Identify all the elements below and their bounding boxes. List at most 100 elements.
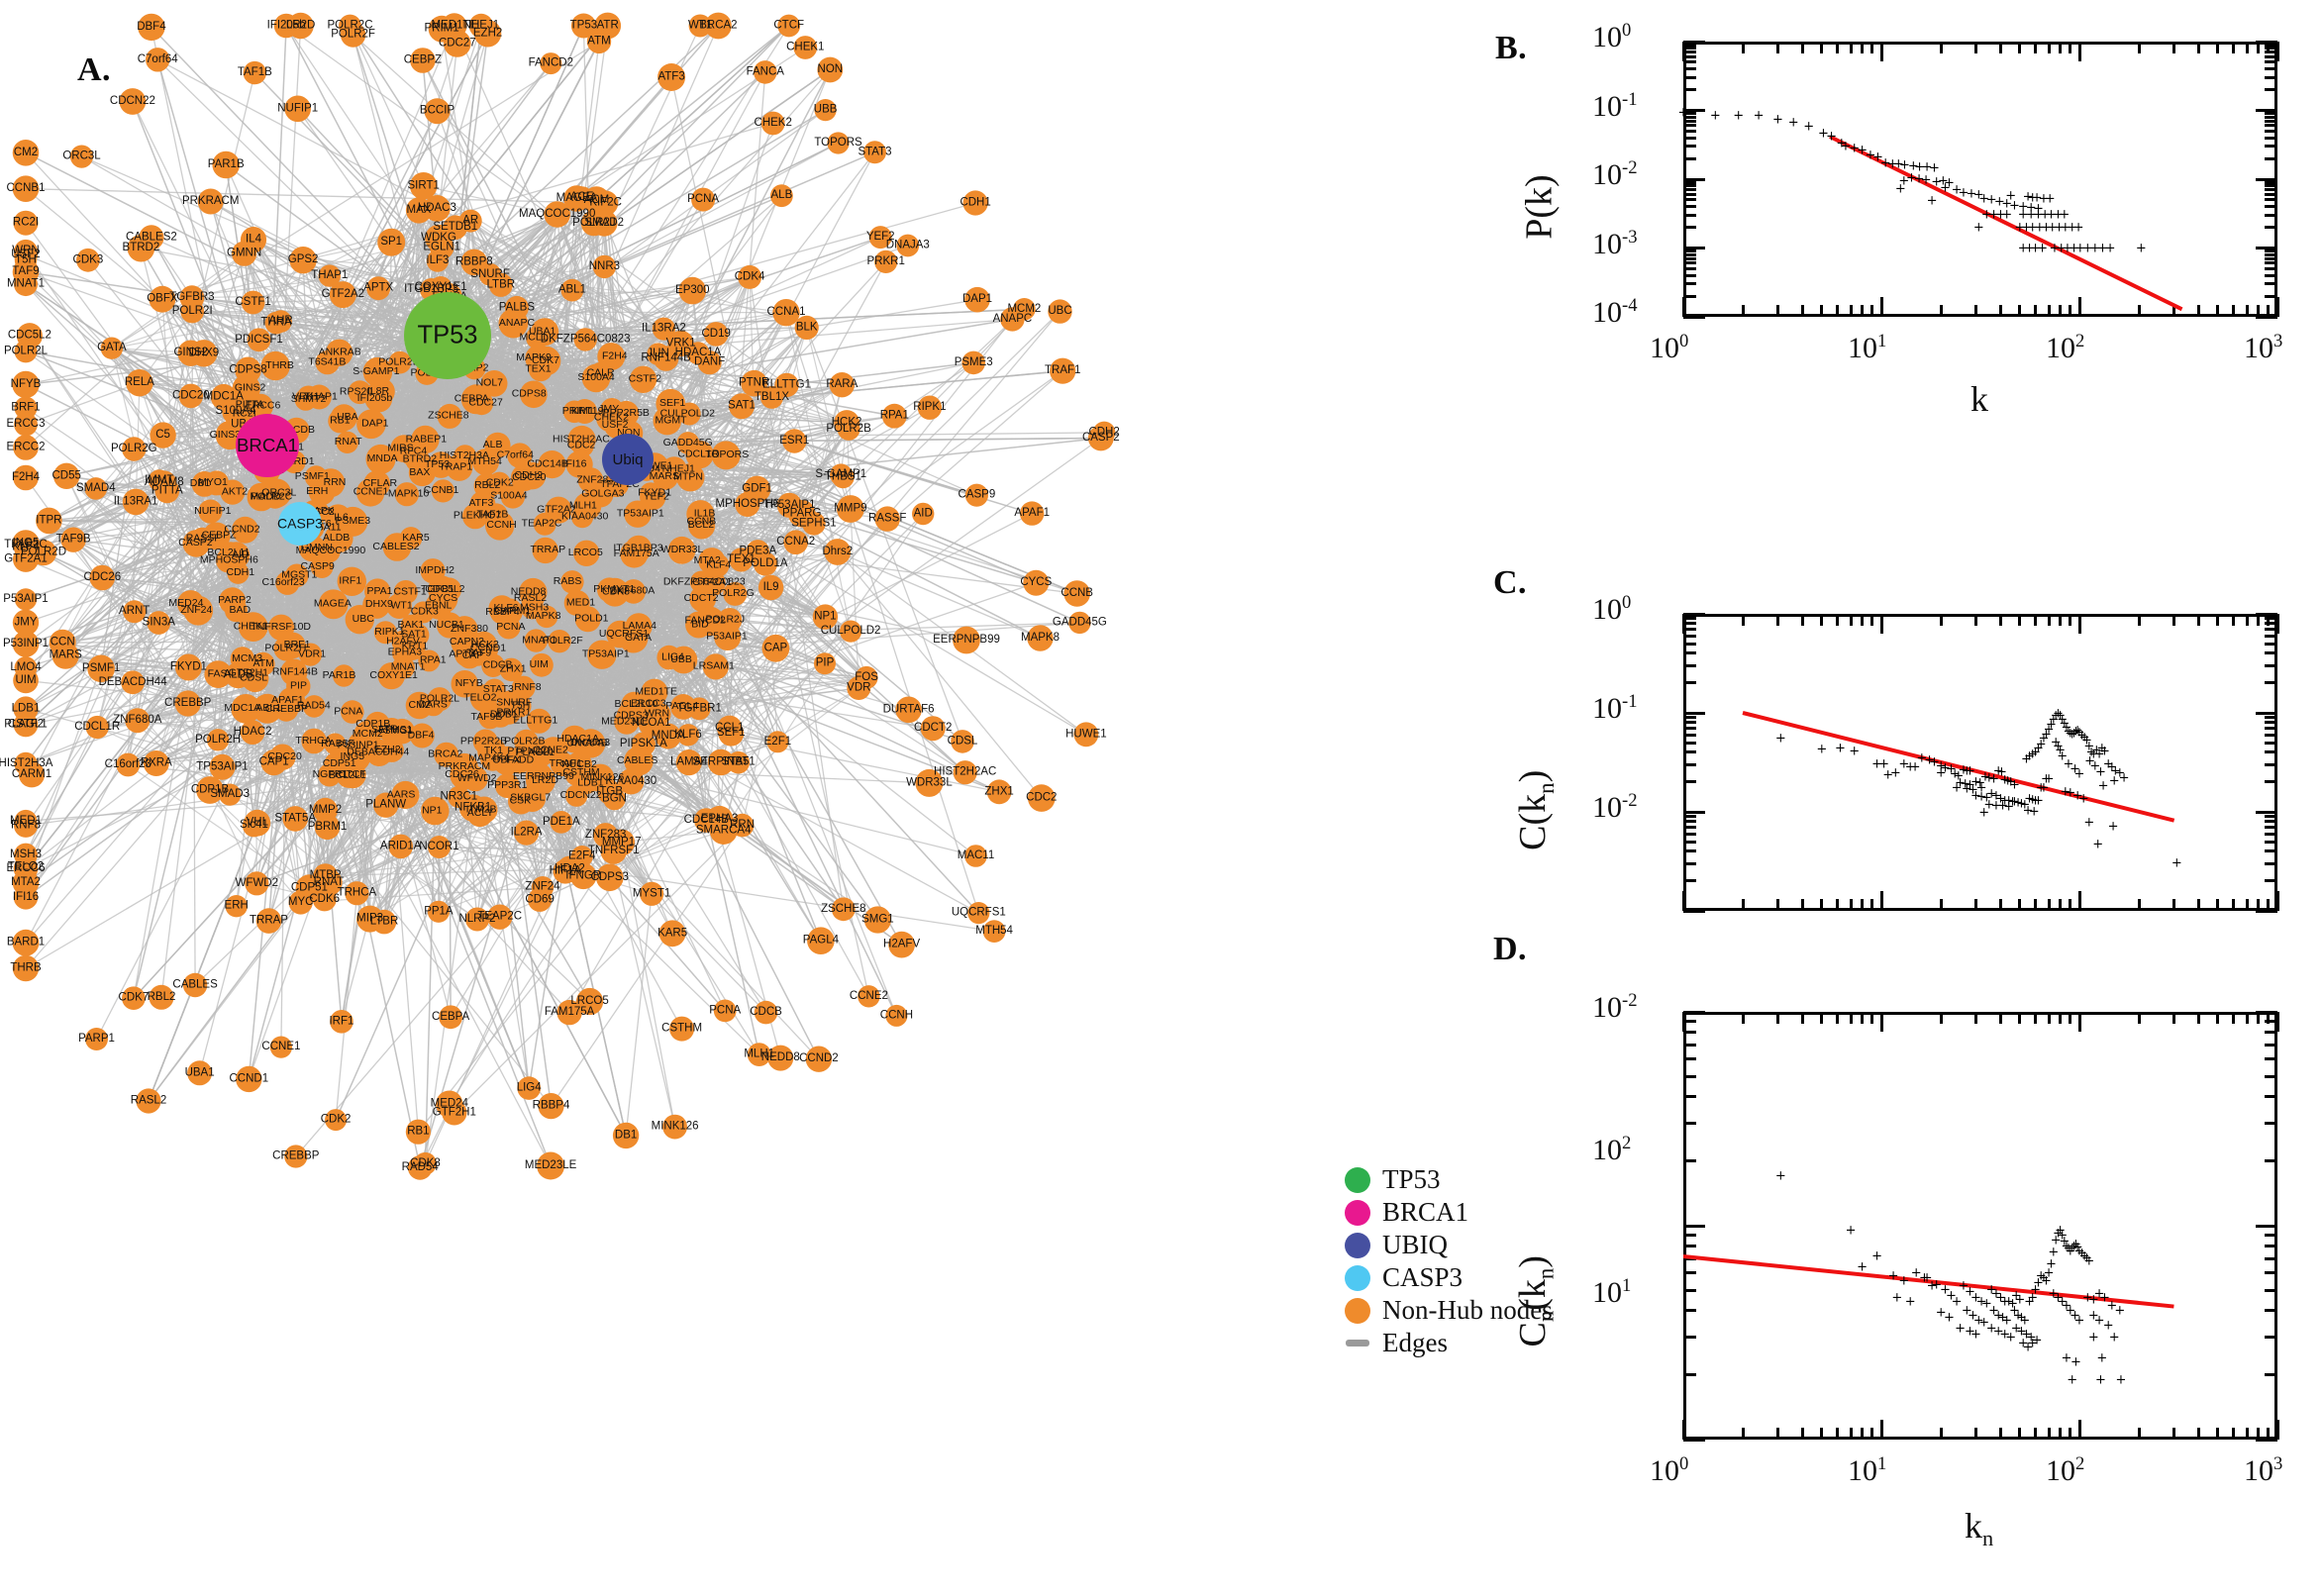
network-node[interactable] [587,640,617,669]
network-node[interactable] [298,643,323,666]
network-node[interactable] [219,542,243,564]
network-node[interactable] [308,478,336,506]
network-node[interactable] [212,150,240,179]
hub-node-ubiq[interactable] [602,434,654,485]
network-node[interactable] [953,626,980,654]
network-node[interactable] [247,328,271,352]
network-node[interactable] [863,906,892,934]
network-node[interactable] [782,429,807,453]
network-node[interactable] [515,738,543,766]
network-node[interactable] [451,752,478,781]
network-node[interactable] [422,694,445,717]
network-node[interactable] [100,337,124,359]
network-node[interactable] [339,14,361,38]
network-node[interactable] [1023,569,1050,596]
network-node[interactable] [446,453,473,481]
network-node[interactable] [589,361,613,386]
network-node[interactable] [13,696,39,722]
network-node[interactable] [510,464,539,492]
network-node[interactable] [424,98,451,125]
network-node[interactable] [391,655,415,679]
network-node[interactable] [525,345,553,372]
network-node[interactable] [570,13,596,39]
network-node[interactable] [178,383,204,409]
network-node[interactable] [702,653,729,680]
network-node[interactable] [122,437,147,461]
network-node[interactable] [723,581,748,606]
network-node[interactable] [574,606,601,633]
network-node[interactable] [371,909,397,935]
network-node[interactable] [243,60,266,85]
network-node[interactable] [174,653,202,681]
network-node[interactable] [620,540,649,568]
network-node[interactable] [504,295,529,320]
network-node[interactable] [624,500,652,528]
network-node[interactable] [364,578,391,605]
network-node[interactable] [284,95,312,123]
network-node[interactable] [606,620,635,648]
network-node[interactable] [874,249,898,273]
network-node[interactable] [225,661,252,689]
network-node[interactable] [540,52,562,75]
network-node[interactable] [232,241,257,266]
network-node[interactable] [273,13,299,39]
network-node[interactable] [318,763,342,787]
network-node[interactable] [741,369,767,397]
network-node[interactable] [711,441,741,470]
network-node[interactable] [807,927,835,954]
network-node[interactable] [354,720,382,748]
network-node[interactable] [284,1145,308,1168]
network-node[interactable] [699,569,726,597]
network-node[interactable] [382,533,412,561]
network-node[interactable] [252,693,282,724]
network-node[interactable] [802,512,826,536]
network-node[interactable] [586,480,614,508]
network-node[interactable] [548,630,571,653]
network-node[interactable] [473,20,502,48]
network-node[interactable] [578,731,604,756]
network-node[interactable] [831,897,856,922]
network-node[interactable] [255,908,282,934]
network-node[interactable] [1068,611,1091,635]
network-node[interactable] [827,132,850,154]
network-node[interactable] [794,315,819,340]
network-node[interactable] [881,403,907,429]
network-node[interactable] [408,459,436,487]
network-node[interactable] [260,350,290,381]
network-node[interactable] [964,483,989,507]
network-node[interactable] [285,563,309,588]
network-node[interactable] [896,234,920,257]
network-node[interactable] [190,527,214,550]
network-node[interactable] [407,1155,433,1180]
network-node[interactable] [409,172,438,200]
network-node[interactable] [885,1004,908,1027]
network-node[interactable] [738,264,762,289]
network-node[interactable] [436,612,463,639]
network-node[interactable] [982,920,1006,943]
network-node[interactable] [13,885,39,910]
network-node[interactable] [267,614,295,641]
network-node[interactable] [289,247,317,274]
network-node[interactable] [330,1010,354,1034]
network-node[interactable] [837,495,864,523]
network-node[interactable] [328,409,353,434]
network-node[interactable] [391,780,420,810]
hub-node-brca1[interactable] [236,414,299,477]
network-node[interactable] [915,768,944,797]
network-node[interactable] [325,1109,348,1132]
network-node[interactable] [85,715,109,740]
network-node[interactable] [264,311,288,335]
network-node[interactable] [829,372,855,398]
network-node[interactable] [767,1045,794,1071]
network-node[interactable] [410,48,436,73]
network-node[interactable] [69,145,94,168]
network-node[interactable] [315,350,340,375]
network-node[interactable] [277,687,306,715]
network-node[interactable] [324,733,347,755]
network-node[interactable] [397,632,426,661]
network-node[interactable] [531,876,555,899]
network-node[interactable] [597,577,622,603]
network-node[interactable] [458,209,482,233]
network-node[interactable] [964,845,987,867]
network-node[interactable] [888,931,915,958]
